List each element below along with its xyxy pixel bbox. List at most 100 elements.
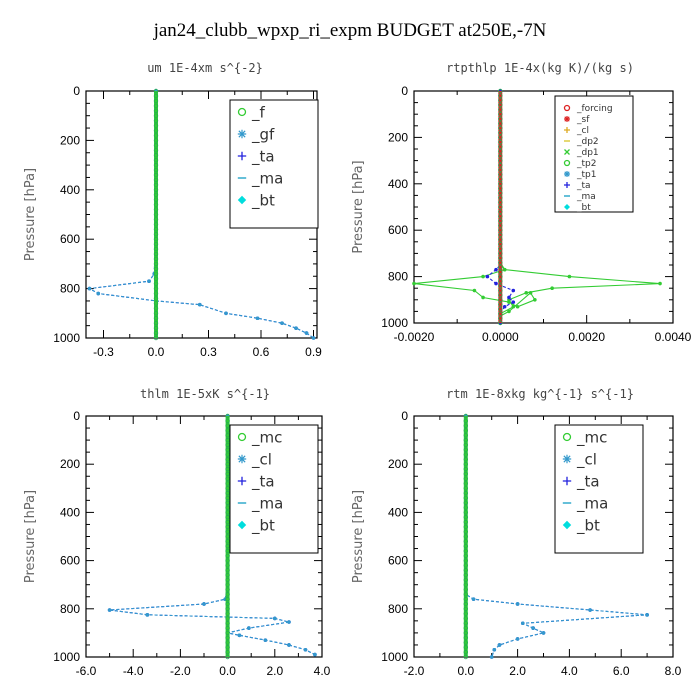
series-point (463, 529, 468, 534)
series-point (463, 413, 468, 419)
legend-marker (237, 432, 247, 442)
series-point (313, 652, 317, 657)
legend: _f _gf _ta _ma _bt (229, 99, 319, 229)
series-point (463, 553, 468, 558)
series-line (87, 91, 314, 339)
series-point (463, 418, 468, 424)
series-point (153, 271, 159, 276)
series-point (481, 274, 485, 279)
series-point (463, 534, 468, 539)
series-point (485, 274, 490, 279)
series-point (531, 626, 535, 630)
series-point (225, 543, 230, 549)
series-point (153, 113, 159, 118)
series-point (153, 162, 159, 168)
series-point (463, 519, 468, 525)
series-point (463, 543, 468, 549)
series-point (463, 558, 468, 563)
legend-label: _sf (576, 115, 590, 125)
y-tick-label: 0 (73, 409, 80, 423)
legend-marker (564, 204, 570, 210)
legend-label: _ma (251, 494, 283, 513)
series-point (498, 186, 503, 191)
series-point (412, 281, 416, 286)
legend-label: _gf (251, 125, 275, 144)
series-point (463, 423, 468, 428)
legend: _mc _cl _ta _ma _bt (229, 424, 319, 554)
y-tick-label: 200 (60, 133, 80, 147)
series-point (463, 481, 468, 486)
series-point (303, 647, 308, 652)
series-point (498, 116, 503, 122)
series-point (498, 98, 503, 103)
x-tick-label: 0.3 (200, 345, 217, 359)
series-point (153, 88, 159, 94)
series-point (489, 655, 494, 659)
series-point (463, 625, 468, 631)
series-point (225, 645, 230, 650)
series-point (498, 292, 503, 298)
series-point (507, 295, 511, 300)
legend-label: _bt (576, 516, 600, 535)
series-point (153, 296, 159, 301)
y-tick-label: 400 (388, 177, 408, 191)
series-point (225, 621, 230, 626)
series-point (541, 631, 546, 635)
series-point (463, 433, 468, 438)
legend-label: _bt (251, 191, 275, 210)
series-point (498, 260, 503, 265)
series-point (153, 182, 159, 188)
y-tick-label: 600 (388, 554, 408, 568)
series-point (463, 437, 468, 443)
series-point (225, 466, 230, 472)
series-point (498, 107, 503, 112)
series-point (224, 311, 228, 316)
series-point (153, 261, 159, 267)
series-point (498, 246, 503, 251)
x-tick-label: -6.0 (76, 664, 97, 678)
series-point (498, 227, 503, 233)
series-point (498, 88, 503, 94)
series-line (109, 416, 316, 656)
series-point (225, 649, 230, 655)
series-point (463, 548, 468, 554)
series-point (533, 298, 537, 302)
series-point (463, 587, 468, 592)
series-point (463, 539, 468, 544)
series-point (153, 266, 159, 272)
y-tick-label: 200 (388, 130, 408, 144)
series-point (225, 500, 230, 505)
series-point (567, 274, 572, 279)
legend-marker (564, 182, 570, 188)
series-point (463, 568, 468, 573)
series-point (463, 640, 468, 645)
series-point (498, 255, 503, 261)
series-point (153, 98, 159, 104)
x-tick-label: -4.0 (123, 664, 144, 678)
series-point (153, 212, 159, 217)
y-tick-label: 800 (60, 282, 80, 296)
series-point (463, 462, 468, 467)
series-point (153, 93, 159, 99)
series-point (498, 274, 503, 279)
series-point (463, 524, 468, 530)
series-point (472, 288, 477, 293)
series-point (498, 269, 503, 275)
series-point (153, 133, 159, 138)
series-point (225, 587, 230, 592)
legend-marker (237, 520, 247, 530)
series-point (225, 563, 230, 568)
series-point (463, 601, 468, 607)
series-point (463, 577, 468, 583)
chart-panel: thlm 1E-5xK s^{-1} Pressure [hPa] 0 200 400 6… (23, 387, 331, 678)
legend-marker (564, 116, 570, 122)
legend-label: _ta (251, 472, 275, 491)
series-point (463, 476, 468, 481)
series-point (225, 630, 230, 636)
series-point (498, 265, 503, 270)
series-point (255, 316, 260, 321)
series-point (498, 144, 503, 149)
x-tick-label: 4.0 (561, 664, 578, 678)
series-point (304, 331, 309, 335)
series-point (498, 214, 503, 219)
